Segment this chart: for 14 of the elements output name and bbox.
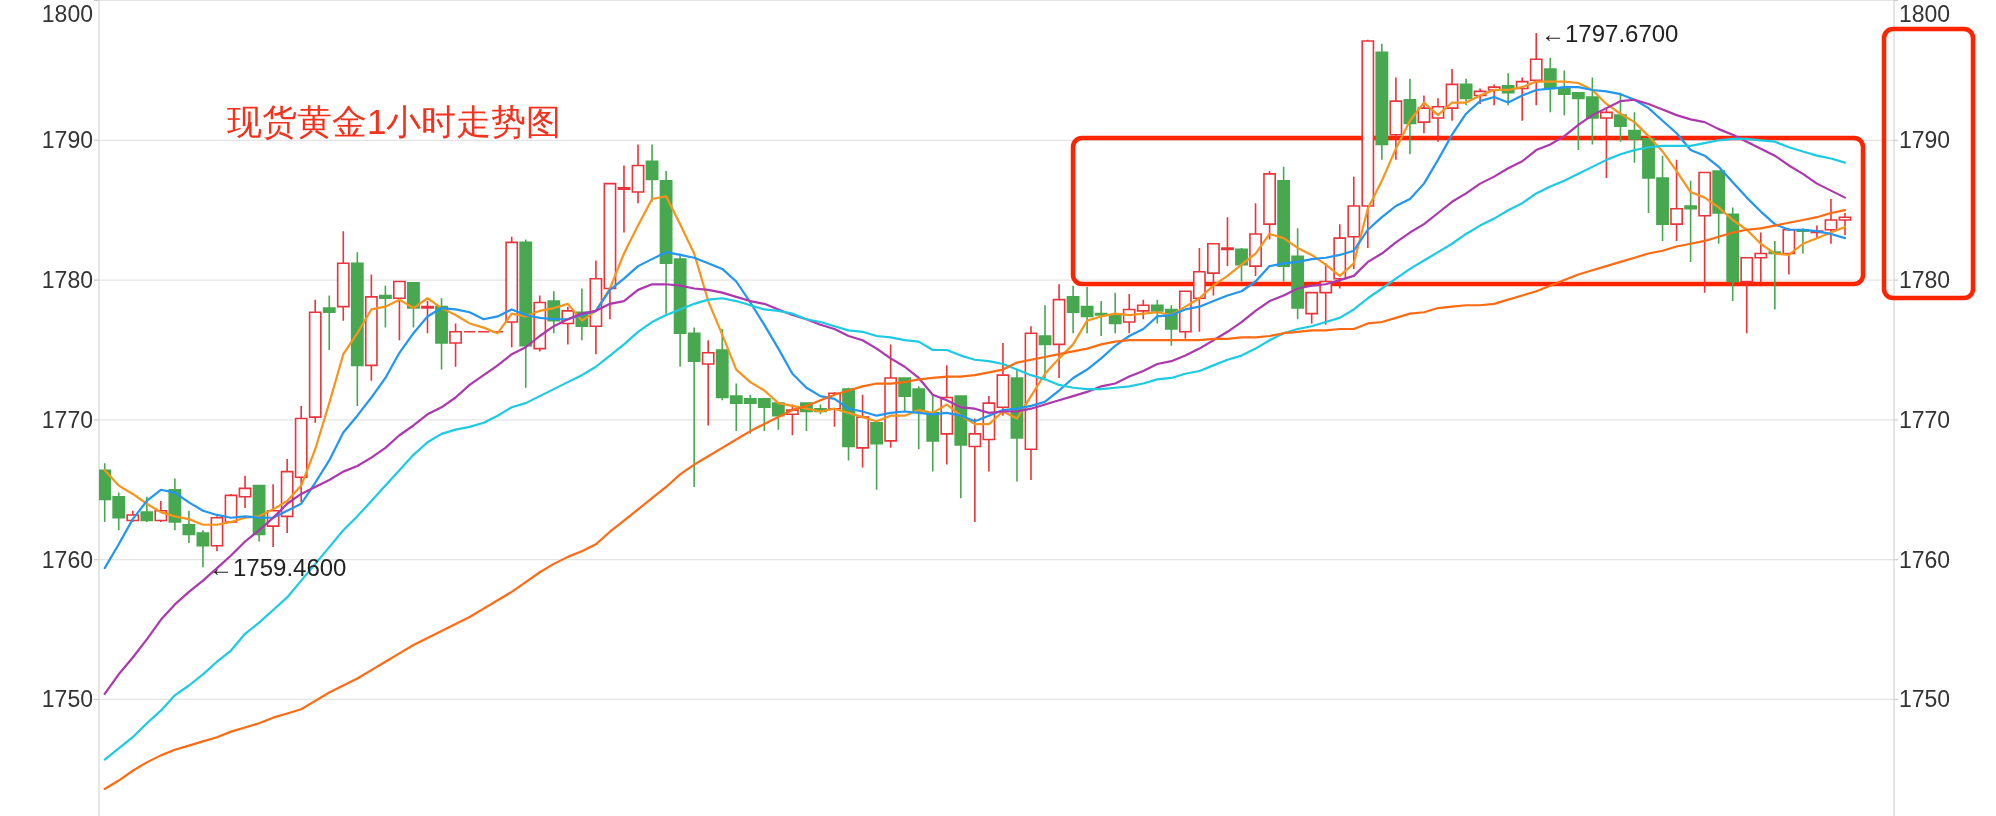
- y-tick-label: 1790: [41, 127, 93, 154]
- y2-tick-label: 1770: [1899, 406, 1951, 433]
- y-tick-label: 1750: [41, 686, 93, 713]
- y2-tick-label: 1800: [1899, 1, 1951, 27]
- y-tick-label: 1800: [41, 1, 93, 27]
- y2-tick-label: 1780: [1899, 267, 1951, 294]
- y-tick-label: 1780: [41, 267, 93, 294]
- annotation: ←1797.6700: [1541, 19, 1679, 47]
- y2-tick-label: 1790: [1899, 127, 1951, 154]
- y-tick-label: 1770: [41, 406, 93, 433]
- y2-tick-label: 1750: [1899, 686, 1951, 713]
- title: 现货黄金1小时走势图: [227, 101, 562, 141]
- y-tick-label: 1760: [41, 546, 93, 573]
- y2-tick-label: 1760: [1899, 546, 1951, 573]
